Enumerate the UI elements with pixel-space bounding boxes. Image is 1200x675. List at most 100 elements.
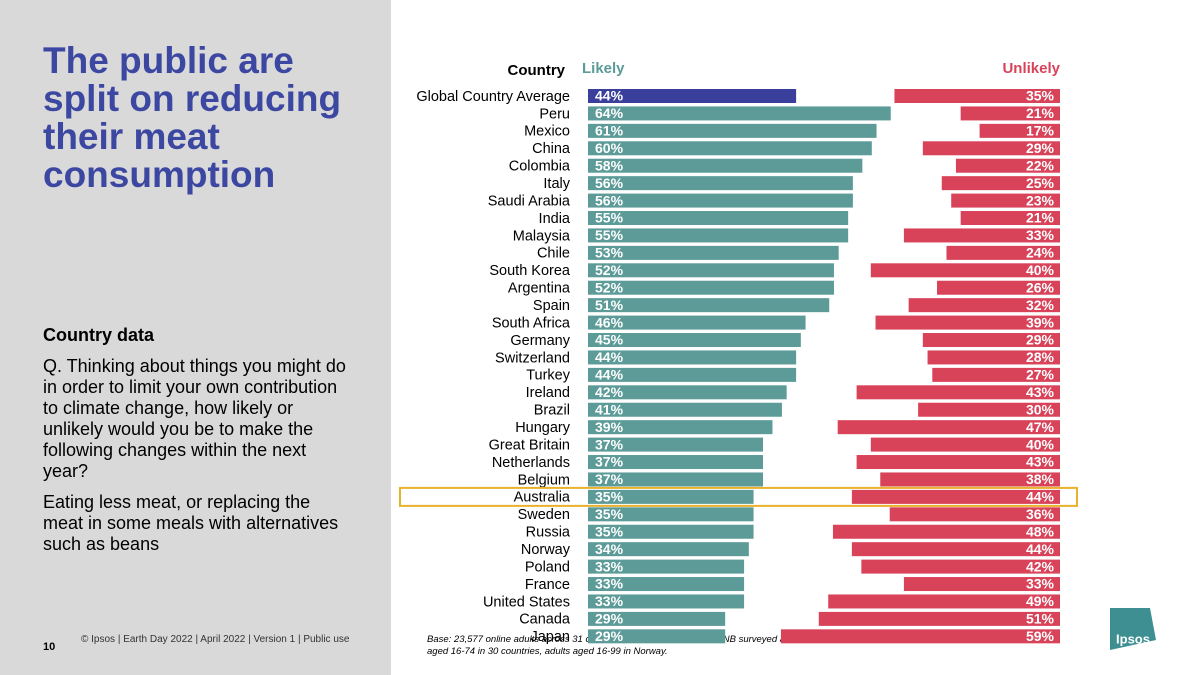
likely-value-label: 35%	[595, 523, 624, 539]
unlikely-value-label: 26%	[1026, 279, 1055, 295]
category-label: Germany	[510, 333, 570, 349]
likely-bar	[588, 141, 872, 156]
likely-value-label: 37%	[595, 471, 624, 487]
likely-bar	[588, 385, 787, 400]
category-label: Ireland	[526, 385, 570, 401]
unlikely-value-label: 25%	[1026, 175, 1055, 191]
unlikely-bar	[889, 507, 1060, 522]
unlikely-value-label: 42%	[1026, 558, 1055, 574]
likely-value-label: 55%	[595, 210, 624, 226]
likely-bar	[588, 193, 853, 208]
likely-bar	[588, 333, 801, 348]
unlikely-bar	[937, 280, 1060, 295]
highlight-box	[399, 486, 1078, 507]
unlikely-bar	[875, 315, 1060, 330]
likely-bar	[588, 542, 749, 557]
likely-bar	[588, 176, 853, 191]
likely-bar	[588, 315, 806, 330]
unlikely-value-label: 49%	[1026, 593, 1055, 609]
likely-value-label: 29%	[595, 611, 624, 627]
unlikely-value-label: 59%	[1026, 628, 1055, 644]
category-label: Great Britain	[489, 437, 570, 453]
category-header: Country	[508, 62, 566, 79]
category-label: Colombia	[509, 159, 571, 175]
unlikely-bar	[932, 367, 1060, 382]
unlikely-bar	[856, 385, 1060, 400]
unlikely-value-label: 47%	[1026, 419, 1055, 435]
likely-bar	[588, 402, 782, 417]
unlikely-value-label: 33%	[1026, 227, 1055, 243]
unlikely-bar	[960, 211, 1060, 226]
likely-value-label: 35%	[595, 489, 624, 505]
footer: © Ipsos | Earth Day 2022 | April 2022 | …	[81, 634, 350, 645]
likely-value-label: 44%	[595, 88, 624, 104]
section-heading: Country data	[43, 325, 155, 345]
likely-bar	[588, 158, 863, 173]
likely-value-label: 64%	[595, 105, 624, 121]
likely-value-label: 58%	[595, 157, 624, 173]
unlikely-value-label: 44%	[1026, 489, 1055, 505]
unlikely-bar	[918, 402, 1060, 417]
category-label: Global Country Average	[416, 89, 570, 105]
category-label: Netherlands	[492, 455, 570, 471]
unlikely-value-label: 43%	[1026, 454, 1055, 470]
likely-bar	[588, 298, 830, 313]
likely-value-label: 33%	[595, 558, 624, 574]
likely-bar	[588, 437, 764, 452]
unlikely-value-label: 27%	[1026, 367, 1055, 383]
unlikely-bar	[856, 455, 1060, 470]
likely-bar	[588, 455, 764, 470]
slide-title: The public are split on reducing their m…	[43, 40, 342, 195]
category-label: South Korea	[489, 263, 571, 279]
unlikely-bar	[870, 437, 1060, 452]
unlikely-bar	[861, 559, 1060, 574]
unlikely-value-label: 32%	[1026, 297, 1055, 313]
unlikely-bar	[927, 350, 1060, 365]
category-label: Sweden	[518, 507, 570, 523]
category-label: Peru	[539, 106, 570, 122]
unlikely-bar	[828, 594, 1060, 609]
likely-value-label: 42%	[595, 384, 624, 400]
likely-value-label: 60%	[595, 140, 624, 156]
logo-shape	[1110, 608, 1156, 650]
unlikely-value-label: 51%	[1026, 611, 1055, 627]
likely-value-label: 61%	[595, 123, 624, 139]
category-label: Argentina	[508, 281, 571, 297]
unlikely-bar	[941, 176, 1060, 191]
unlikely-bar	[894, 89, 1060, 103]
likely-bar	[588, 472, 764, 487]
category-label: France	[525, 577, 570, 593]
category-label: Spain	[533, 298, 570, 314]
category-label: Japan	[530, 629, 570, 645]
category-label: Malaysia	[513, 228, 571, 244]
category-label: Mexico	[524, 124, 570, 140]
unlikely-bar	[955, 158, 1060, 173]
likely-bar	[588, 106, 891, 121]
likely-bar	[588, 263, 834, 278]
unlikely-value-label: 24%	[1026, 245, 1055, 261]
unlikely-bar	[922, 141, 1060, 156]
unlikely-value-label: 39%	[1026, 314, 1055, 330]
category-label: Hungary	[515, 420, 571, 436]
unlikely-bar	[851, 489, 1060, 504]
unlikely-value-label: 29%	[1026, 140, 1055, 156]
likely-value-label: 29%	[595, 628, 624, 644]
category-label: Poland	[525, 559, 570, 575]
category-label: Switzerland	[495, 350, 570, 366]
category-label: Chile	[537, 246, 570, 262]
unlikely-value-label: 21%	[1026, 105, 1055, 121]
category-label: Russia	[526, 525, 571, 541]
page-number: 10	[43, 641, 56, 653]
likely-value-label: 44%	[595, 349, 624, 365]
likely-value-label: 41%	[595, 401, 624, 417]
unlikely-bar	[870, 263, 1060, 278]
likely-value-label: 33%	[595, 593, 624, 609]
likely-value-label: 55%	[595, 227, 624, 243]
unlikely-value-label: 36%	[1026, 506, 1055, 522]
unlikely-bar	[880, 472, 1060, 487]
likely-bar	[588, 629, 726, 644]
likely-value-label: 34%	[595, 541, 624, 557]
category-label: Saudi Arabia	[488, 193, 571, 209]
